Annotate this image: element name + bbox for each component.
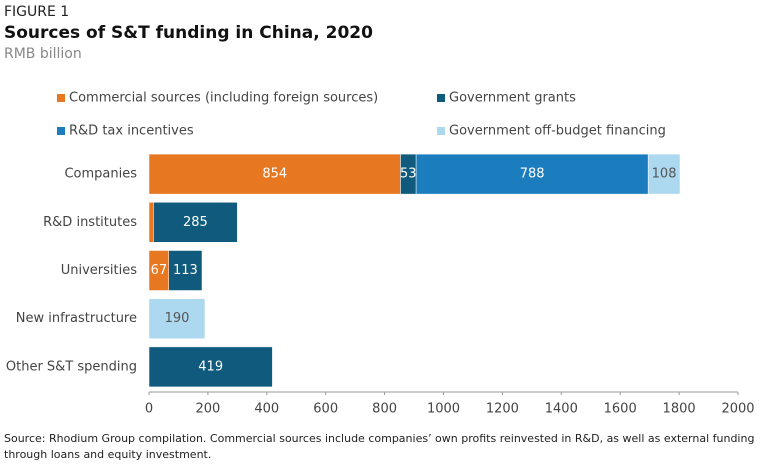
x-tick-label: 0: [145, 402, 153, 417]
value-label: 788: [520, 167, 545, 182]
category-label: Companies: [64, 167, 137, 182]
value-label: 67: [151, 263, 168, 278]
bar-segment: [148, 298, 206, 339]
x-tick-label: 2000: [721, 402, 754, 417]
value-label: 108: [652, 167, 677, 182]
legend-swatch: [437, 127, 445, 135]
source-note: Source: Rhodium Group compilation. Comme…: [4, 432, 755, 461]
legend-label: Government grants: [449, 91, 576, 106]
legend-label: R&D tax incentives: [69, 124, 194, 139]
value-label: 854: [262, 167, 287, 182]
category-label: R&D institutes: [43, 215, 137, 230]
chart-title: Sources of S&T funding in China, 2020: [4, 23, 373, 43]
x-tick-label: 800: [372, 402, 397, 417]
value-label: 113: [173, 263, 198, 278]
value-label: 53: [400, 167, 417, 182]
x-tick-label: 1000: [427, 402, 460, 417]
figure-label: FIGURE 1: [4, 4, 69, 20]
x-tick-label: 400: [254, 402, 279, 417]
category-label: Other S&T spending: [6, 359, 137, 374]
x-tick-label: 1400: [545, 402, 578, 417]
legend-label: Commercial sources (including foreign so…: [69, 91, 378, 106]
value-label: 285: [183, 215, 208, 230]
bar-segment: [148, 346, 273, 388]
x-tick-label: 600: [313, 402, 338, 417]
x-tick-label: 1200: [486, 402, 519, 417]
category-label: Universities: [61, 263, 137, 278]
chart-subtitle: RMB billion: [4, 46, 82, 62]
bar-segment: [168, 250, 203, 291]
bar-segment: [148, 202, 154, 243]
x-tick-label: 1800: [663, 402, 696, 417]
bar-segment: [153, 202, 238, 243]
value-label: 190: [165, 311, 190, 326]
x-tick-label: 1600: [604, 402, 637, 417]
value-label: 419: [198, 359, 223, 374]
legend-label: Government off-budget financing: [449, 124, 666, 139]
legend-swatch: [437, 94, 445, 102]
legend-swatch: [57, 94, 65, 102]
category-label: New infrastructure: [16, 311, 137, 326]
bar-segment: [647, 153, 681, 195]
x-tick-label: 200: [195, 402, 220, 417]
legend-swatch: [57, 127, 65, 135]
chart: FIGURE 1 Sources of S&T funding in China…: [4, 4, 755, 417]
bar-segment: [148, 153, 401, 195]
